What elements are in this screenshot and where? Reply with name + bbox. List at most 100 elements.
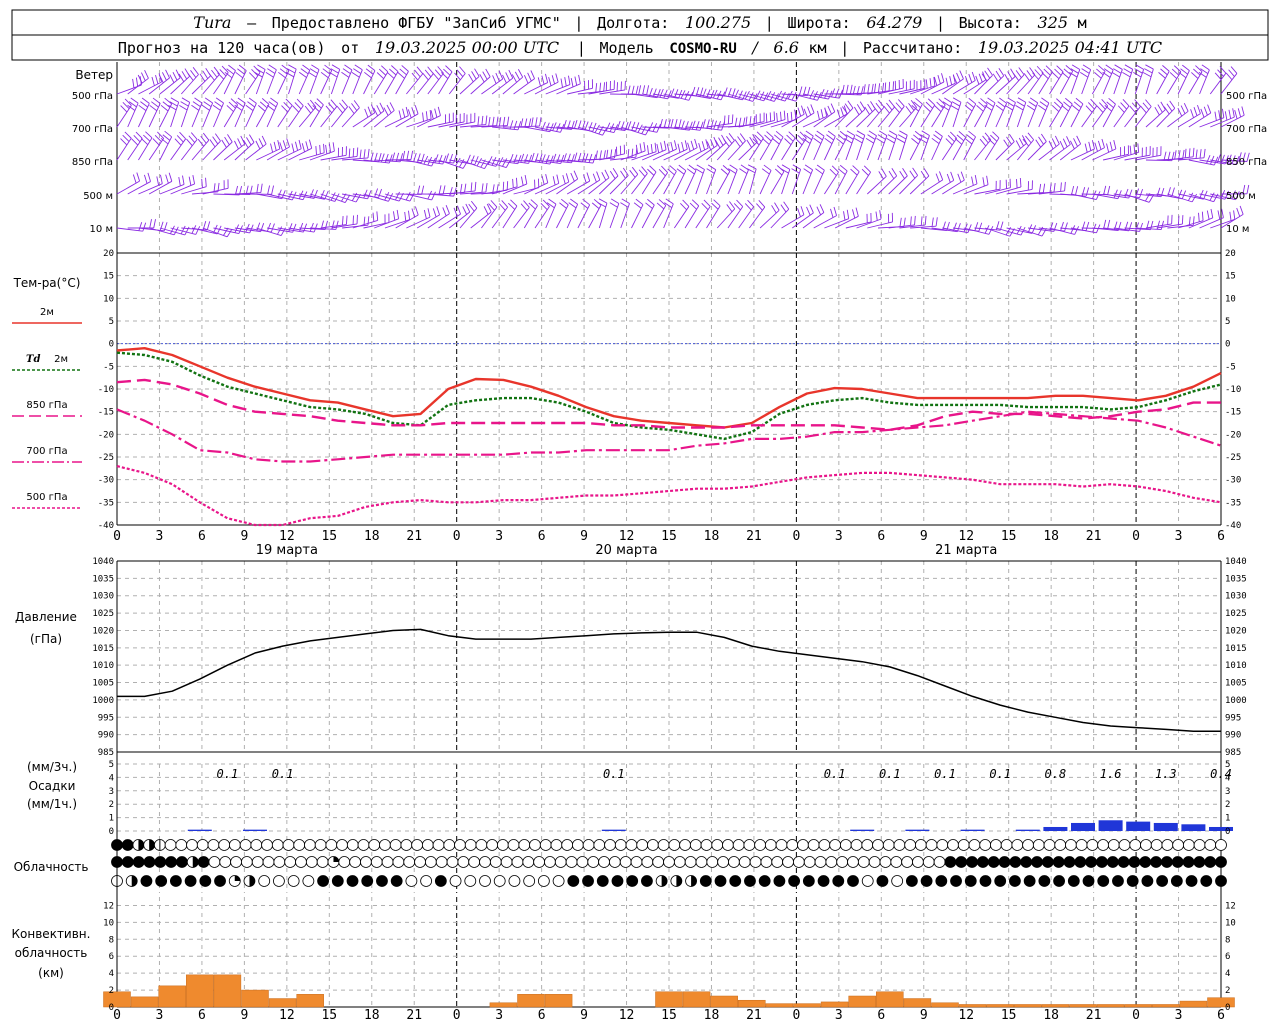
wind-barb-l2-52 <box>674 138 698 161</box>
cloud-symbol-r2-20 <box>405 875 418 887</box>
cloud-circle <box>479 875 491 887</box>
precip-bar-27 <box>850 829 875 831</box>
xtick-conv-23: 21 <box>1086 1008 1102 1023</box>
cloud-circle <box>711 839 724 851</box>
barb-feather <box>1171 68 1180 76</box>
barb-feather <box>302 64 311 71</box>
barb-shaft <box>127 181 151 195</box>
ytick-left-pres-11: 985 <box>98 748 114 758</box>
barb-feather <box>592 173 597 183</box>
cloud-symbol-r0-60 <box>754 839 767 851</box>
barb-feather <box>1027 132 1035 141</box>
cloud-half <box>661 875 668 887</box>
barb-feather <box>1038 104 1046 111</box>
barb-feather <box>752 93 758 102</box>
cloud-symbol-r1-21 <box>338 856 351 868</box>
barb-feather <box>759 91 765 100</box>
barb-shaft <box>299 227 326 231</box>
barb-feather <box>1016 101 1025 107</box>
wind-barb-l4-0 <box>116 222 147 232</box>
wind-barb-l4-78 <box>952 222 983 232</box>
precip-value-5: 0.1 <box>934 767 956 781</box>
wind-barb-l1-22 <box>352 104 376 128</box>
cloud-circle <box>537 875 550 887</box>
barb-feather <box>999 221 1004 231</box>
wind-panel-title: Ветер <box>75 68 113 82</box>
barb-feather <box>946 173 951 183</box>
barb-feather <box>739 133 746 142</box>
wind-barb-l1-34 <box>481 116 510 128</box>
barb-feather <box>797 134 805 142</box>
barb-shaft <box>1134 69 1145 95</box>
barb-feather <box>658 169 666 177</box>
wind-barb-l0-82 <box>995 68 1016 95</box>
cloud-symbol-r2-54 <box>905 875 918 887</box>
barb-feather <box>663 119 667 129</box>
cloud-circle <box>868 856 881 868</box>
barb-feather <box>154 134 162 143</box>
barb-shaft <box>856 108 876 128</box>
barb-feather <box>967 224 972 233</box>
barb-feather <box>424 69 432 78</box>
barb-feather <box>656 123 661 133</box>
barb-feather <box>296 98 304 106</box>
barb-feather <box>187 73 194 81</box>
wind-barb-l0-21 <box>341 64 353 95</box>
barb-feather <box>120 138 128 146</box>
barb-shaft <box>642 149 667 161</box>
barb-feather <box>733 203 741 211</box>
barb-shaft <box>148 77 170 95</box>
barb-feather <box>300 68 309 75</box>
barb-feather <box>546 202 555 209</box>
ytick-left-prec-5: 0 <box>109 827 114 837</box>
cloud-symbol-r0-94 <box>1118 839 1131 851</box>
barb-feather <box>462 206 468 215</box>
conv-bar-22 <box>710 995 738 1008</box>
wind-barb-l0-37 <box>513 70 535 95</box>
barb-feather <box>309 222 314 232</box>
barb-feather <box>1094 72 1102 79</box>
cloud-circle <box>797 839 809 851</box>
barb-shaft <box>116 105 132 128</box>
legend-td2m-text: Td 2м <box>26 347 68 366</box>
barb-shaft <box>599 126 626 131</box>
wind-barb-l1-2 <box>138 97 150 128</box>
precip-value-10: 0.4 <box>1210 767 1232 781</box>
barb-feather <box>235 71 244 79</box>
barb-feather <box>995 70 1002 79</box>
barb-shaft <box>802 169 814 195</box>
cloud-symbol-r1-26 <box>392 856 405 868</box>
barb-feather <box>367 106 372 116</box>
barb-feather <box>1113 140 1117 149</box>
cloud-circle <box>872 839 884 851</box>
barb-shaft <box>352 69 363 95</box>
cloud-circle <box>1185 875 1198 887</box>
wind-barb-l1-21 <box>341 100 360 128</box>
cloud-circle <box>922 856 935 868</box>
barb-feather <box>1206 155 1211 164</box>
cloud-circle <box>229 839 241 851</box>
barb-shaft <box>567 87 593 95</box>
barb-feather <box>398 110 402 120</box>
barb-feather <box>934 105 942 113</box>
wind-barb-l2-75 <box>918 130 930 161</box>
cloud-circle <box>652 856 665 868</box>
barb-feather <box>1064 222 1068 232</box>
cloud-circle <box>604 839 616 851</box>
barb-feather <box>539 117 542 127</box>
cloud-circle <box>379 839 391 851</box>
precip-value-3: 0.1 <box>824 767 846 781</box>
barb-feather <box>910 216 912 226</box>
barb-feather <box>502 158 508 167</box>
cloud-symbol-r0-0 <box>111 839 123 851</box>
barb-feather <box>216 225 222 235</box>
barb-feather <box>1217 69 1224 77</box>
barb-feather <box>405 106 409 116</box>
barb-shaft <box>813 215 837 229</box>
barb-feather <box>1163 106 1170 115</box>
barb-feather <box>609 170 616 179</box>
wind-barb-l4-52 <box>673 199 690 229</box>
barb-feather <box>676 168 685 175</box>
barb-feather <box>800 206 805 215</box>
cloud-circle <box>522 856 535 868</box>
